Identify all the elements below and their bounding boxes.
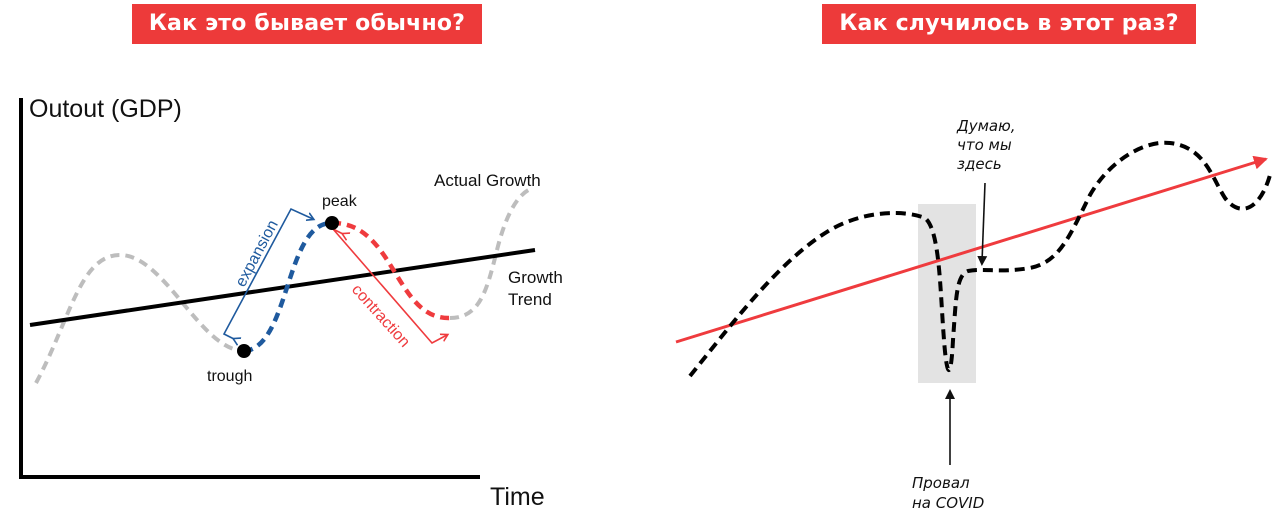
here-annotation-line1: Думаю, [956,117,1016,135]
growth-trend-label-line1: Growth [508,268,563,287]
peak-label: peak [322,193,358,210]
actual-output-curve [688,140,1272,378]
peak-point [325,216,339,230]
trend-arrow [675,155,1268,344]
growth-trend-line [29,248,536,327]
here-annotation-line3: здесь [957,155,1002,173]
y-axis-label: Outout (GDP) [29,95,182,123]
contraction-arrow [332,228,447,345]
here-arrow [977,182,988,266]
covid-shaded-area [918,204,976,383]
expansion-label: expansion [233,217,282,289]
growth-trend-label-line2: Trend [508,290,552,309]
actual-growth-curve [34,252,245,384]
trough-label: trough [207,368,252,385]
covid-annotation-line1: Провал [912,474,970,492]
covid-annotation-line2: на COVID [912,494,984,512]
right-covid-diagram: Думаю, что мы здесь Провал на COVID [675,117,1272,512]
expansion-arrow [222,207,313,339]
right-panel-title: Как случилось в этот раз? [822,4,1196,44]
left-business-cycle-diagram: Outout (GDP) Time peak trough Actual Gro… [19,95,563,511]
actual-growth-label: Actual Growth [434,171,541,190]
left-panel-title: Как это бывает обычно? [132,4,482,44]
contraction-label: contraction [348,281,413,351]
trough-point [237,344,251,358]
x-axis-label: Time [490,483,545,511]
actual-growth-curve-tail [449,186,534,320]
here-annotation-line2: что мы [957,136,1012,154]
